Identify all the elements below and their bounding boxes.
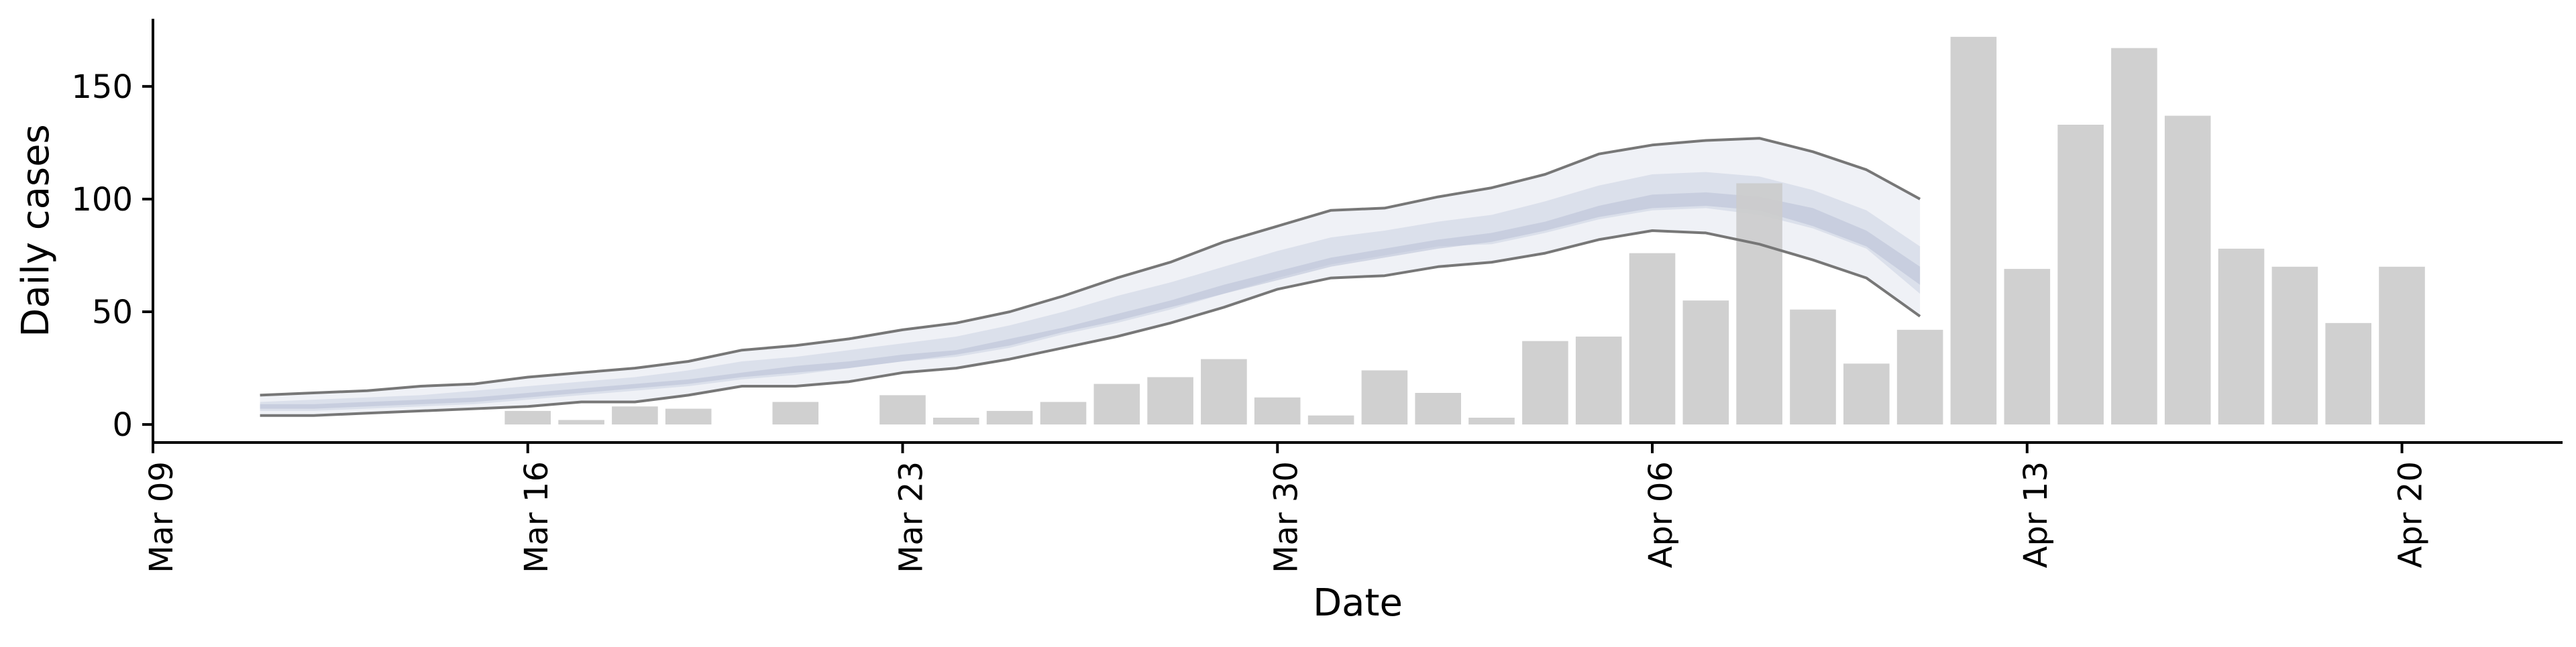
bar	[1093, 384, 1140, 425]
bar	[879, 395, 926, 425]
x-tick-label: Apr 13	[2017, 461, 2055, 568]
x-tick-label: Apr 06	[1642, 461, 1680, 568]
x-tick-label: Mar 16	[518, 461, 555, 573]
y-axis-label: Daily cases	[14, 124, 58, 337]
x-axis-label: Date	[1313, 581, 1403, 625]
bar	[1468, 418, 1515, 425]
x-tick-label: Mar 30	[1267, 461, 1305, 573]
bar	[665, 408, 712, 425]
bar	[1736, 183, 1782, 425]
bar	[1040, 402, 1087, 425]
bar	[1415, 393, 1461, 425]
forecast-bounds	[260, 137, 1921, 417]
y-tick-label: 100	[71, 181, 133, 219]
axes	[152, 19, 2563, 444]
bar	[1361, 370, 1408, 425]
bar	[2379, 266, 2425, 425]
forecast-bands	[260, 138, 1921, 416]
bar-series	[504, 36, 2425, 425]
lower-bound-line	[260, 229, 1921, 417]
bar	[772, 402, 819, 425]
y-tick-label: 0	[112, 406, 133, 444]
bar	[1522, 341, 1568, 425]
bar	[933, 418, 979, 425]
forecast-band-outer	[260, 138, 1921, 416]
bar	[1254, 397, 1301, 425]
bar	[2271, 266, 2318, 425]
bar	[1790, 309, 1836, 425]
bar	[1575, 337, 1622, 425]
bar	[1147, 377, 1193, 425]
bar	[558, 420, 604, 425]
x-tick-label: Mar 23	[893, 461, 930, 573]
bar	[2004, 269, 2051, 425]
bar	[2111, 48, 2157, 425]
upper-bound-line	[260, 137, 1921, 397]
x-tick-label: Apr 20	[2392, 461, 2430, 568]
bar	[2325, 322, 2371, 425]
ticks: Mar 09 Mar 16 Mar 23 Mar 30 Apr 06 Apr 13 Apr …	[71, 68, 2429, 573]
bar	[2164, 115, 2211, 425]
bar	[1843, 363, 1890, 425]
bar	[1201, 359, 1247, 425]
bar	[612, 406, 658, 425]
y-tick-label: 150	[71, 68, 133, 106]
bar	[986, 410, 1033, 425]
bar	[1950, 36, 1997, 425]
bar	[1682, 300, 1729, 425]
bar	[1896, 329, 1943, 425]
bar	[2057, 125, 2104, 425]
bar	[1629, 253, 1676, 425]
x-tick-label: Mar 09	[143, 461, 180, 573]
bar	[504, 410, 551, 425]
y-tick-label: 50	[92, 294, 133, 331]
bar	[2218, 248, 2265, 425]
bar	[1307, 415, 1354, 425]
